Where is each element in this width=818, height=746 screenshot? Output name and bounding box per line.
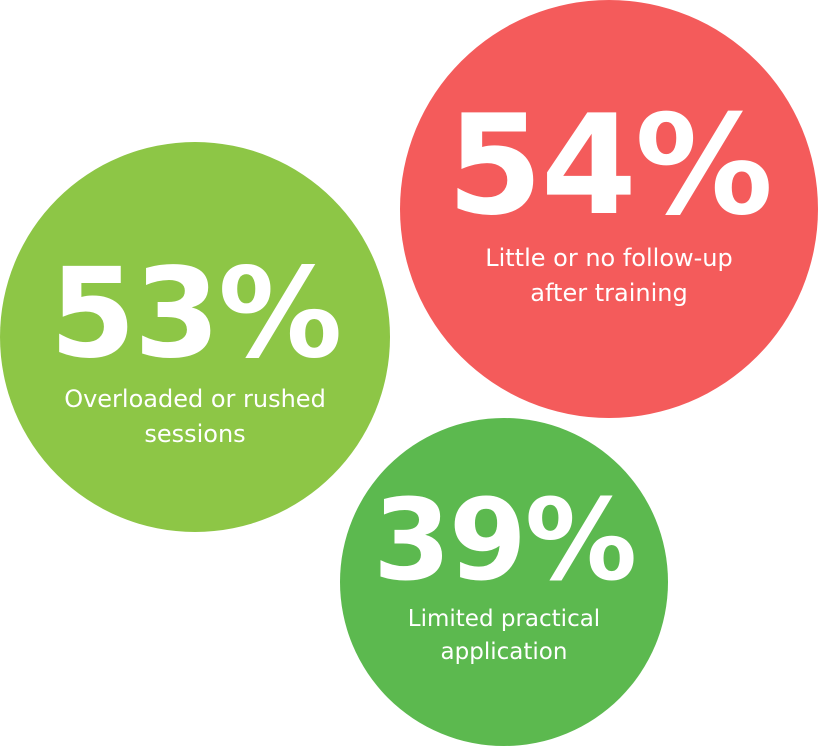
stat-label-line: after training: [530, 279, 688, 307]
stat-circle-follow-up: 54% Little or no follow-up after trainin…: [400, 0, 818, 418]
stat-value: 54%: [446, 85, 773, 247]
stat-label-line: Limited practical: [407, 605, 601, 632]
stat-label: Little or no follow-up after training: [485, 241, 733, 311]
stat-circle-practical: 39% Limited practical application: [340, 418, 668, 746]
stat-circle-overloaded: 53% Overloaded or rushed sessions: [0, 142, 390, 532]
stat-label-line: application: [440, 639, 568, 665]
stat-value: 39%: [372, 475, 637, 606]
stat-label: Overloaded or rushed sessions: [64, 382, 326, 452]
stat-label: Limited practical application: [408, 603, 600, 670]
stat-label-line: Little or no follow-up: [485, 244, 733, 273]
stat-label-line: Overloaded or rushed: [64, 385, 326, 414]
stat-value: 53%: [49, 242, 343, 387]
stat-label-line: sessions: [144, 420, 246, 448]
